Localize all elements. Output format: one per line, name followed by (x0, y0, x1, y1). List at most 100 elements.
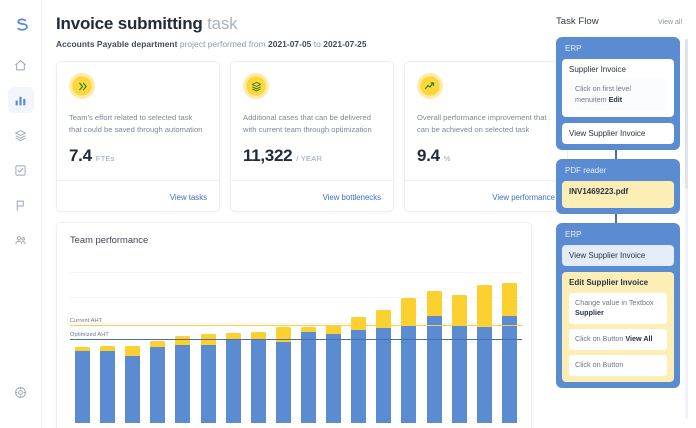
sidebar-item-home[interactable] (8, 52, 34, 78)
chart-bar-stack[interactable] (501, 283, 517, 423)
task-flow-scrollbar[interactable] (685, 39, 688, 419)
card-metric: 7.4 FTEs (69, 146, 207, 166)
chart-bar-stack[interactable] (476, 284, 492, 423)
chart-bar-stack[interactable] (275, 327, 291, 423)
chart-title: Team performance (70, 234, 149, 245)
chart-bar-segment-yellow (150, 341, 166, 347)
flow-connector (615, 213, 617, 223)
flow-step[interactable]: Change value in Textbox Supplier (569, 292, 667, 325)
chart-bar-slot[interactable] (170, 273, 195, 423)
chart-bar-segment-blue (125, 356, 141, 423)
metric-cards-row: Team's effort related to selected task t… (42, 49, 696, 212)
chart-bar-slot[interactable] (221, 273, 246, 423)
chart-bar-stack[interactable] (250, 331, 266, 423)
chart-bar-stack[interactable] (200, 334, 216, 423)
view-tasks-link[interactable]: View tasks (169, 193, 207, 202)
chart-gridline (70, 322, 522, 324)
chart-bar-segment-yellow (275, 327, 291, 343)
chart-bar-stack[interactable] (175, 336, 191, 423)
team-performance-chart-panel: Team performance Current AHT Optimized AH… (56, 222, 532, 428)
chart-bar-stack[interactable] (451, 294, 467, 423)
chart-bar-slot[interactable] (196, 273, 221, 423)
chart-bar-segment-blue (376, 328, 392, 423)
flow-connector (615, 149, 617, 159)
flow-node[interactable]: ERP View Supplier Invoice Edit Supplier In… (556, 222, 680, 388)
chart-bar-slot[interactable] (497, 273, 522, 423)
flow-inner-card[interactable]: View Supplier Invoice (562, 122, 674, 144)
flow-step[interactable]: Click on Button (569, 354, 667, 376)
chart-bar-stack[interactable] (125, 345, 141, 423)
card-unit: FTEs (95, 154, 115, 163)
chart-bar-stack[interactable] (326, 324, 342, 423)
sidebar-item-flags[interactable] (8, 192, 34, 218)
sidebar-item-settings[interactable] (8, 379, 34, 405)
subtitle-date-from: 2021-07-05 (268, 39, 312, 49)
chart-bar-slot[interactable] (296, 273, 321, 423)
task-flow-scroll-area[interactable]: ERP Supplier Invoice Click on first level … (550, 37, 688, 428)
double-chevron-right-icon (69, 73, 95, 99)
chart-bar-segment-yellow (100, 345, 116, 352)
view-performance-link[interactable]: View performance (492, 193, 555, 202)
sidebar (0, 0, 42, 428)
chart-bar-stack[interactable] (225, 333, 241, 423)
flow-step[interactable]: Click on first level menuitem Edit (569, 79, 667, 111)
chart-bar-slot[interactable] (95, 273, 120, 423)
chart-bar-stack[interactable] (150, 341, 166, 423)
task-flow-title: Task Flow (556, 16, 599, 27)
sidebar-item-layers[interactable] (8, 122, 34, 148)
chart-bar-stack[interactable] (351, 316, 367, 423)
flow-step[interactable]: Click on Button View All (569, 329, 667, 350)
chart-bar-segment-blue (200, 344, 216, 423)
chart-bar-slot[interactable] (371, 273, 396, 423)
chart-bar-segment-blue (100, 351, 116, 423)
chart-bar-slot[interactable] (321, 273, 346, 423)
chart-bar-stack[interactable] (301, 327, 317, 423)
sidebar-item-tasks[interactable] (8, 157, 34, 183)
flow-inner-card[interactable]: INV1469223.pdf (562, 180, 674, 208)
chart-bar-slot[interactable] (472, 273, 497, 423)
page-title-main: Invoice submitting (56, 14, 203, 33)
chart-bar-slot[interactable] (396, 273, 421, 423)
chart-bar-segment-yellow (301, 327, 317, 332)
chart-gridline (70, 272, 522, 273)
chart-bar-slot[interactable] (70, 273, 95, 423)
chart-bar-segment-yellow (175, 336, 191, 345)
flow-node[interactable]: PDF reader INV1469223.pdf (556, 158, 680, 214)
subtitle-mid: project performed from (179, 39, 266, 49)
chart-bar-slot[interactable] (271, 273, 296, 423)
chart-bar-slot[interactable] (346, 273, 371, 423)
chart-bar-stack[interactable] (426, 291, 442, 423)
chart-bar-stack[interactable] (376, 309, 392, 423)
card-body: Overall performance improvement that can… (405, 62, 567, 174)
sidebar-item-users[interactable] (8, 227, 34, 253)
chart-bar-slot[interactable] (120, 273, 145, 423)
card-body: Additional cases that can be delivered w… (231, 62, 393, 174)
chart-bar-segment-yellow (351, 316, 367, 330)
chart-bar-slot[interactable] (145, 273, 170, 423)
chart-bar-segment-blue (401, 326, 417, 423)
chart-bar-segment-blue (351, 329, 367, 423)
logo-s-icon[interactable] (8, 12, 34, 38)
chart-bar-stack[interactable] (401, 298, 417, 423)
card-footer: View tasks (57, 180, 219, 211)
metric-card-performance: Overall performance improvement that can… (404, 61, 568, 212)
view-bottlenecks-link[interactable]: View bottlenecks (322, 193, 381, 202)
chart-bar-stack[interactable] (100, 345, 116, 423)
sidebar-item-analytics[interactable] (7, 87, 34, 113)
flow-inner-card[interactable]: Edit Supplier Invoice Change value in Tex… (562, 271, 674, 382)
chart-bar-stack[interactable] (75, 346, 91, 423)
page-title: Invoice submitting task (56, 14, 696, 34)
flow-inner-card-title: Edit Supplier Invoice (569, 277, 649, 287)
chart-bar-slot[interactable] (246, 273, 271, 423)
chart-bar-slot[interactable] (447, 273, 472, 423)
flow-node[interactable]: ERP Supplier Invoice Click on first level … (556, 37, 680, 150)
chart-bar-segment-blue (451, 326, 467, 423)
task-flow-view-all-link[interactable]: View all (658, 19, 682, 26)
flow-inner-card[interactable]: View Supplier Invoice (562, 244, 674, 266)
chart-bar-slot[interactable] (422, 273, 447, 423)
flow-inner-card[interactable]: Supplier Invoice Click on first level men… (562, 59, 674, 117)
flow-step-emphasis: Supplier (575, 308, 604, 318)
scrollbar-thumb[interactable] (685, 39, 688, 189)
subtitle-department: Accounts Payable department (56, 39, 178, 49)
